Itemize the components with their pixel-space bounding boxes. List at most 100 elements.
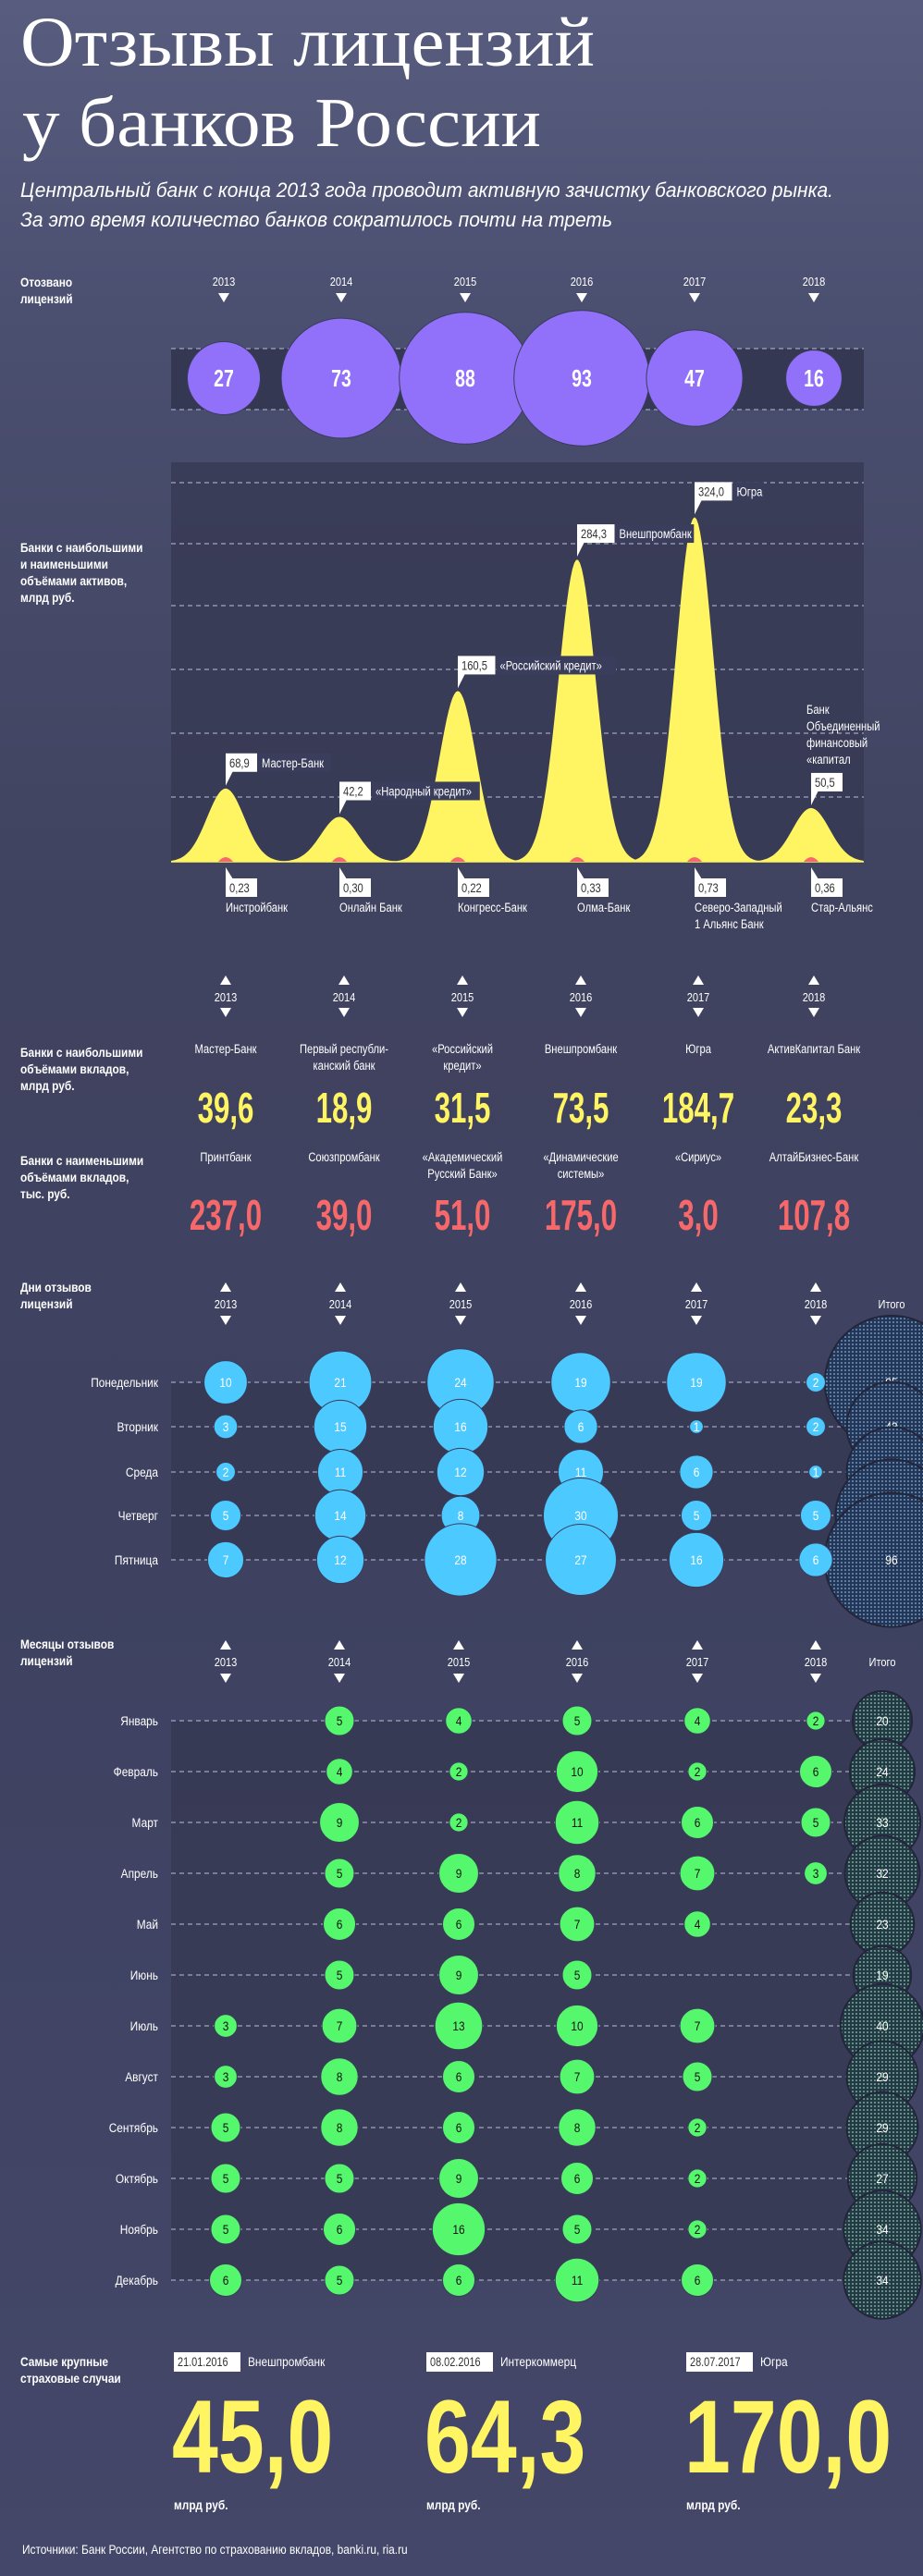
section-label: объёмами вкладов, xyxy=(20,1061,129,1076)
bubble-value: 6 xyxy=(223,2273,229,2288)
year-label: 2013 xyxy=(213,275,236,288)
value-bubble xyxy=(679,1454,714,1490)
section-label: Банки с наибольшими xyxy=(20,1045,142,1060)
value-bubble xyxy=(806,1372,826,1392)
deposit-bank: Внешпромбанк xyxy=(545,1042,618,1056)
bubble-value: 11 xyxy=(572,2273,583,2288)
case-value: 45,0 xyxy=(172,2380,333,2496)
min-asset-mark xyxy=(332,857,347,862)
value-bubble xyxy=(679,2007,716,2044)
total-value: 20 xyxy=(876,1713,888,1728)
year-label: 2014 xyxy=(328,1655,351,1669)
section-label: Дни отзывов xyxy=(20,1280,92,1294)
section-label: Отозвано xyxy=(20,275,72,289)
chart-band xyxy=(171,1382,864,1560)
deposit-bank: Союзпромбанк xyxy=(308,1150,380,1164)
arrow-down-icon xyxy=(692,1674,703,1683)
row-label: Сентябрь xyxy=(109,2120,158,2135)
min-asset-value: 0,22 xyxy=(462,881,482,895)
bubble-value: 6 xyxy=(694,1465,700,1479)
min-asset-bank: Конгресс-Банк xyxy=(458,901,527,914)
row-label: Февраль xyxy=(114,1764,159,1779)
case-bank: Югра xyxy=(760,2354,788,2369)
bubble-value: 9 xyxy=(456,2171,462,2186)
deposit-value: 51,0 xyxy=(435,1192,491,1239)
min-asset-mark xyxy=(687,857,702,862)
deposit-bank: канский банк xyxy=(313,1059,375,1073)
value-box xyxy=(458,878,489,897)
revoked-bubble xyxy=(187,341,261,415)
case-date: 21.01.2016 xyxy=(178,2355,228,2370)
deposit-value: 107,8 xyxy=(778,1192,850,1239)
bubble-value: 5 xyxy=(337,2171,343,2186)
subtitle-line: За это время количество банков сократило… xyxy=(20,208,612,231)
year-label: 2017 xyxy=(683,275,707,288)
arrow-down-icon xyxy=(691,1316,702,1325)
max-asset-bank: Югра xyxy=(737,485,764,498)
max-asset-value: 42,2 xyxy=(343,784,363,798)
callout-pointer xyxy=(226,770,233,786)
row-label: Декабрь xyxy=(116,2273,159,2288)
year-label: 2013 xyxy=(215,1655,238,1669)
arrow-down-icon xyxy=(575,1316,586,1325)
deposit-value: 18,9 xyxy=(316,1085,373,1132)
year-label: 2015 xyxy=(449,1297,473,1311)
max-asset-bank: Внешпромбанк xyxy=(620,527,693,541)
row-label: Апрель xyxy=(121,1866,159,1881)
arrow-down-icon xyxy=(575,1008,586,1017)
max-asset-value: 160,5 xyxy=(462,658,487,672)
max-asset-value: 50,5 xyxy=(815,776,835,790)
deposit-value: 3,0 xyxy=(678,1192,718,1239)
year-label: 2014 xyxy=(329,1297,352,1311)
arrow-up-icon xyxy=(572,1640,583,1650)
section-label: объёмами активов, xyxy=(20,573,127,588)
bubble-value: 3 xyxy=(223,2069,229,2084)
bubble-value: 7 xyxy=(695,2018,701,2033)
max-asset-bank: Объединенный xyxy=(806,719,880,733)
bubble-value: 6 xyxy=(813,1764,819,1779)
arrow-up-icon xyxy=(335,1282,346,1292)
bubble-value: 2 xyxy=(813,1713,819,1728)
year-label: 2018 xyxy=(803,990,826,1004)
bubble-value: 13 xyxy=(452,2018,464,2033)
bubble-value: 9 xyxy=(456,1968,462,1982)
total-bubble xyxy=(843,2240,922,2320)
label-bg xyxy=(258,753,331,772)
value-bubble xyxy=(441,1907,476,1942)
arrow-up-icon xyxy=(810,1282,821,1292)
value-bubble xyxy=(424,1523,498,1597)
bubble-value: 19 xyxy=(690,1375,702,1390)
bubble-value: 5 xyxy=(223,1508,229,1523)
bubble-value: 2 xyxy=(223,1465,229,1479)
row-label: Понедельник xyxy=(91,1375,158,1390)
row-label: Май xyxy=(137,1917,158,1932)
value-bubble xyxy=(210,2112,241,2143)
value-bubble xyxy=(806,1417,826,1437)
bubble-value: 21 xyxy=(334,1375,346,1390)
year-label: 2017 xyxy=(687,990,710,1004)
bubble-value: 5 xyxy=(813,1815,819,1830)
section-label: тыс. руб. xyxy=(20,1186,70,1201)
value-bubble xyxy=(555,2004,599,2048)
arrow-up-icon xyxy=(334,1640,345,1650)
subtitle-line: Центральный банк с конца 2013 года прово… xyxy=(20,178,833,202)
deposit-value: 184,7 xyxy=(662,1085,734,1132)
revoked-value: 16 xyxy=(804,364,824,391)
bubble-value: 6 xyxy=(813,1552,819,1567)
bubble-value: 7 xyxy=(574,2069,581,2084)
total-value: 29 xyxy=(876,2069,888,2084)
arrow-down-icon xyxy=(334,1674,345,1683)
year-label: 2018 xyxy=(805,1297,828,1311)
min-asset-value: 0,73 xyxy=(698,881,719,895)
arrow-down-icon xyxy=(335,1316,346,1325)
value-bubble xyxy=(687,2168,708,2189)
bubble-value: 5 xyxy=(337,1968,343,1982)
case-date: 28.07.2017 xyxy=(690,2355,741,2370)
year-label: 2015 xyxy=(451,990,474,1004)
bubble-value: 4 xyxy=(456,1713,462,1728)
value-bubble xyxy=(324,1705,355,1736)
deposit-bank: кредит» xyxy=(443,1059,481,1073)
row-label: Четверг xyxy=(118,1508,159,1523)
section-label: млрд руб. xyxy=(20,590,75,605)
bubble-value: 28 xyxy=(454,1552,466,1567)
